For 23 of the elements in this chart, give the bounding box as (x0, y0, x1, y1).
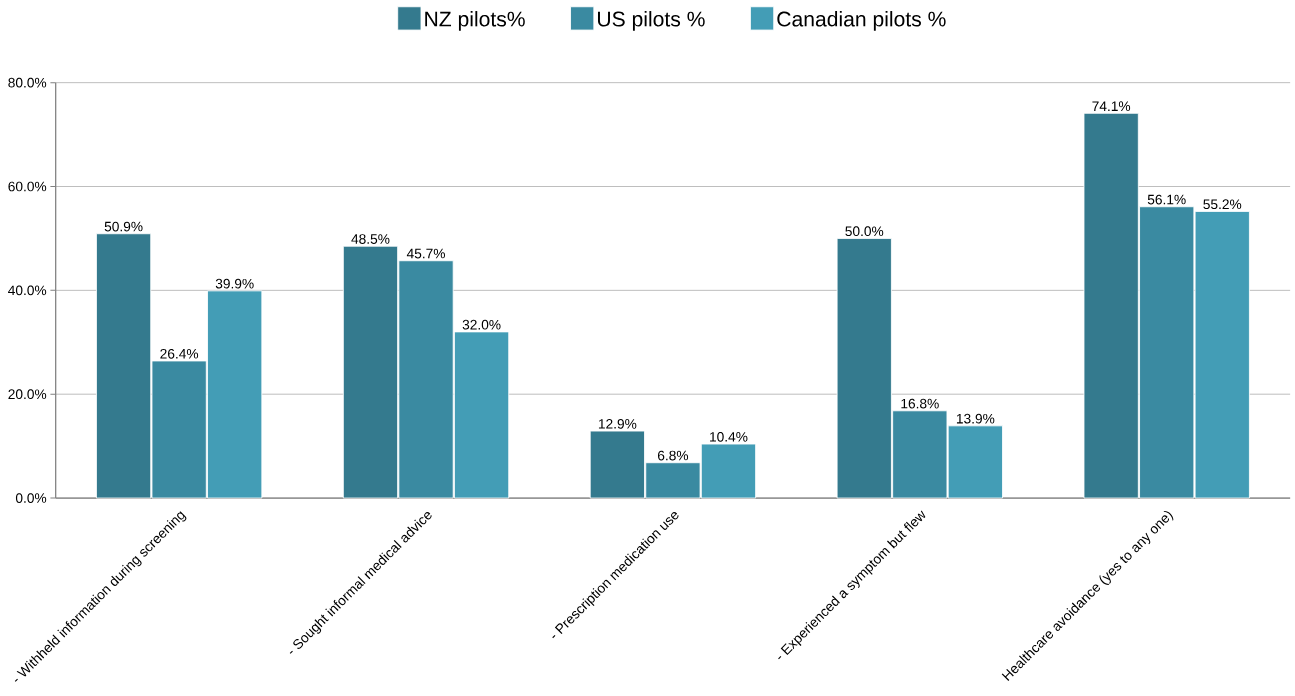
legend-label: NZ pilots% (425, 11, 525, 31)
data-label: 12.9% (598, 419, 637, 429)
data-label: 39.9% (215, 278, 254, 289)
y-tick-label: 80.0% (8, 77, 47, 88)
data-label: 16.8% (901, 398, 939, 409)
data-label: 48.5% (351, 234, 390, 245)
data-label: 13.9% (956, 413, 995, 424)
data-label: 45.7% (406, 248, 445, 259)
legend-label: Canadian pilots % (777, 11, 946, 31)
data-label: 56.1% (1147, 194, 1186, 205)
data-label: 10.4% (710, 432, 748, 442)
legend-label: US pilots % (598, 11, 705, 31)
data-label: 32.0% (462, 319, 501, 330)
y-tick-label: 20.0% (8, 389, 47, 400)
data-label: 74.1% (1092, 101, 1131, 112)
data-label: 26.4% (160, 349, 199, 359)
data-label: 50.9% (104, 221, 143, 232)
data-label: 55.2% (1203, 199, 1242, 210)
y-tick-label: 0.0% (15, 493, 47, 504)
y-tick-label: 60.0% (8, 181, 47, 192)
y-tick-label: 40.0% (8, 285, 47, 296)
data-label: 50.0% (845, 226, 884, 237)
data-label: 6.8% (657, 450, 689, 461)
